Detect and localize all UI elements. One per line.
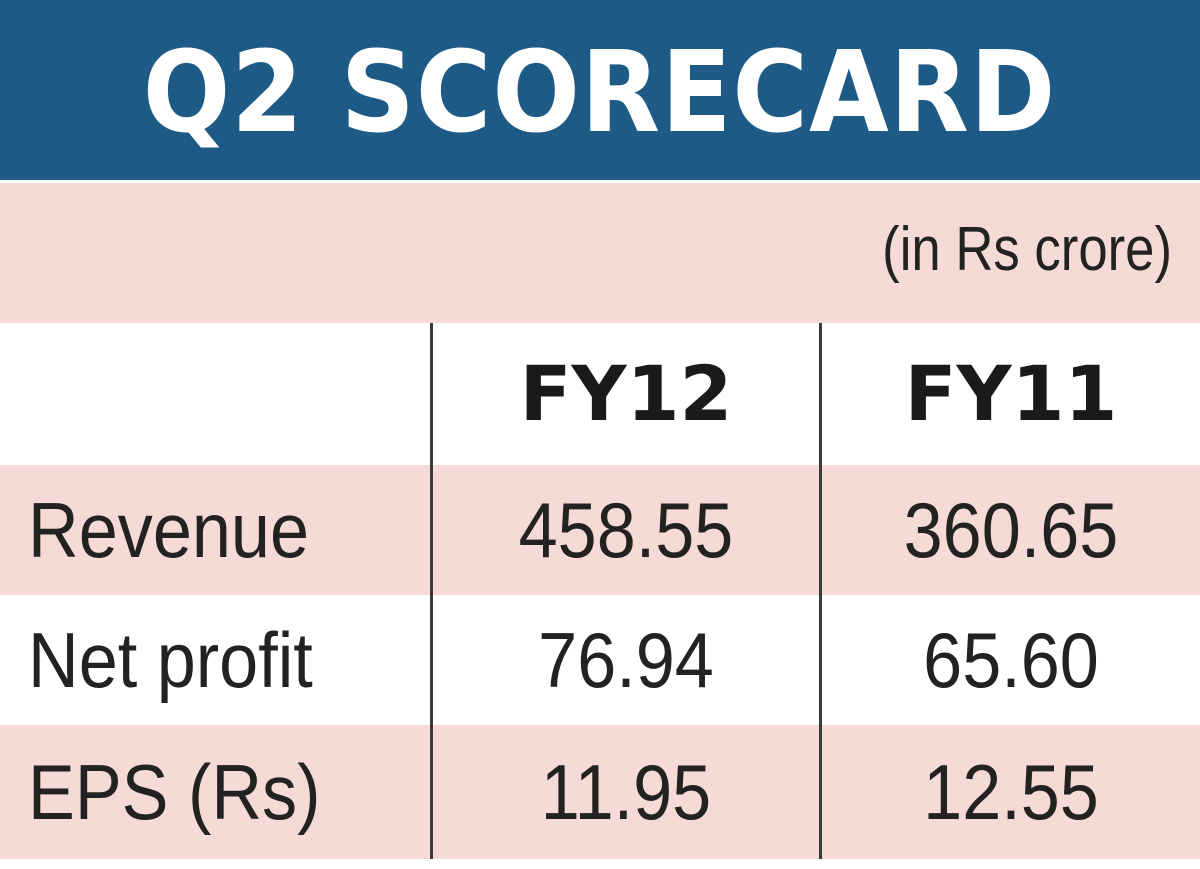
row-label: EPS (Rs) — [28, 748, 321, 836]
row-label: Revenue — [28, 486, 310, 574]
cell-value: 76.94 — [538, 616, 714, 704]
scorecard-title: Q2 SCORECARD — [143, 28, 1057, 158]
table-row-net-profit: Net profit 76.94 65.60 — [0, 595, 1200, 725]
column-divider — [819, 323, 822, 859]
row-label: Net profit — [28, 616, 313, 704]
column-header-fy12: FY12 — [519, 349, 733, 438]
table-header-row: FY12 FY11 — [0, 323, 1200, 465]
column-header-fy11: FY11 — [904, 349, 1118, 438]
column-divider — [430, 323, 433, 859]
cell-value: 65.60 — [923, 616, 1099, 704]
title-banner: Q2 SCORECARD — [0, 0, 1200, 180]
cell-value: 360.65 — [903, 486, 1119, 574]
unit-note: (in Rs crore) — [882, 215, 1172, 284]
cell-value: 11.95 — [540, 748, 712, 836]
unit-strip: (in Rs crore) — [0, 183, 1200, 323]
cell-value: 458.55 — [518, 486, 734, 574]
table-row-eps: EPS (Rs) 11.95 12.55 — [0, 725, 1200, 859]
cell-value: 12.55 — [923, 748, 1099, 836]
table-row-revenue: Revenue 458.55 360.65 — [0, 465, 1200, 595]
